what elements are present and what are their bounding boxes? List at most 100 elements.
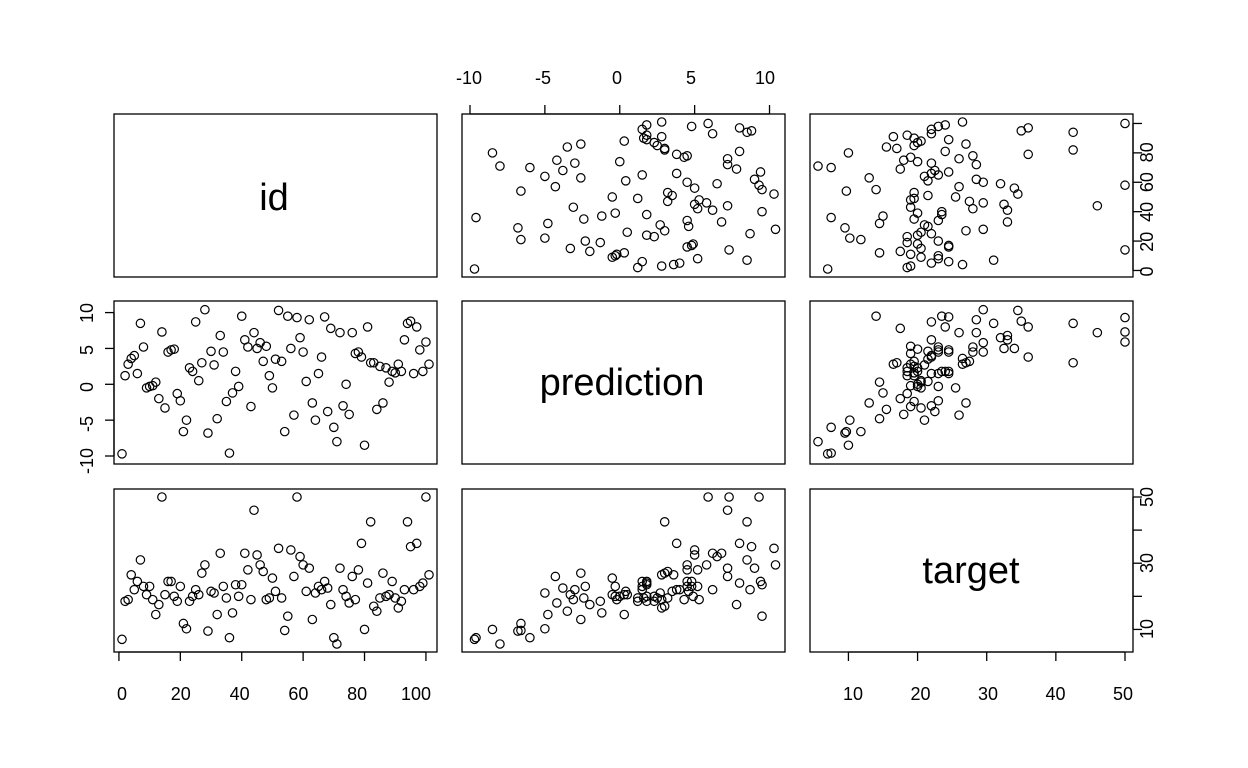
point-id-vs-prediction	[632, 262, 643, 273]
point-target-vs-prediction	[595, 596, 606, 607]
point-prediction-vs-id	[261, 341, 272, 352]
point-prediction-vs-id	[424, 359, 434, 370]
point-prediction-vs-id	[138, 342, 149, 352]
point-target-vs-id	[359, 624, 370, 635]
point-prediction-vs-id	[362, 322, 373, 332]
point-id-vs-prediction	[662, 196, 673, 207]
point-target-vs-id	[350, 594, 361, 605]
point-prediction-vs-target	[978, 304, 989, 315]
point-id-vs-prediction	[552, 155, 562, 166]
point-target-vs-id	[169, 591, 179, 602]
point-prediction-vs-id	[249, 327, 259, 338]
point-target-vs-prediction	[701, 560, 712, 570]
point-target-vs-prediction	[722, 505, 733, 516]
tick-label-prediction-left: 5	[77, 345, 97, 355]
tick-label-prediction-top: -5	[535, 68, 551, 88]
point-prediction-vs-id	[332, 436, 342, 447]
point-prediction-vs-id	[365, 357, 376, 368]
point-target-vs-id	[335, 563, 345, 573]
point-id-vs-target	[926, 258, 937, 268]
point-target-vs-id	[178, 618, 189, 629]
point-prediction-vs-target	[1068, 357, 1078, 368]
point-id-vs-prediction	[769, 189, 779, 199]
point-target-vs-prediction	[692, 581, 703, 592]
point-target-vs-prediction	[619, 589, 630, 600]
point-prediction-vs-target	[916, 403, 926, 413]
point-id-vs-target	[943, 256, 954, 267]
point-target-vs-prediction	[694, 594, 704, 605]
point-id-vs-target	[961, 225, 971, 236]
point-id-vs-target	[943, 240, 954, 251]
point-target-vs-id	[289, 571, 299, 582]
point-prediction-vs-target	[898, 409, 909, 420]
point-prediction-vs-target	[916, 377, 926, 387]
point-prediction-vs-id	[411, 322, 422, 332]
point-prediction-vs-target	[905, 401, 916, 412]
diagonal-label-id: id	[259, 177, 289, 219]
point-prediction-vs-id	[286, 343, 296, 354]
point-target-vs-id	[160, 589, 170, 600]
point-prediction-vs-id	[270, 354, 281, 364]
point-id-vs-target	[909, 193, 919, 204]
point-prediction-vs-id	[375, 361, 385, 372]
point-target-vs-prediction	[487, 624, 498, 635]
point-prediction-vs-id	[258, 356, 269, 367]
point-id-vs-prediction	[487, 148, 498, 158]
point-id-vs-target	[933, 236, 944, 246]
point-prediction-vs-id	[301, 376, 311, 387]
point-prediction-vs-id	[117, 449, 127, 459]
point-prediction-vs-id	[160, 403, 170, 413]
point-id-vs-prediction	[662, 187, 673, 198]
point-id-vs-prediction	[707, 128, 718, 139]
point-prediction-vs-target	[978, 347, 989, 357]
point-id-vs-prediction	[755, 167, 766, 177]
point-id-vs-prediction	[540, 171, 550, 182]
point-target-vs-prediction	[579, 593, 589, 603]
point-target-vs-id	[332, 639, 342, 649]
point-id-vs-prediction	[731, 164, 742, 174]
point-prediction-vs-id	[344, 409, 354, 420]
point-target-vs-prediction	[770, 560, 781, 570]
point-id-vs-target	[902, 231, 912, 242]
point-prediction-vs-id	[221, 396, 232, 407]
point-id-vs-prediction	[688, 239, 698, 249]
point-id-vs-prediction	[568, 202, 579, 213]
point-prediction-vs-id	[178, 426, 189, 437]
point-id-vs-prediction	[703, 118, 713, 129]
point-id-vs-target	[943, 167, 954, 177]
point-id-vs-target	[926, 158, 937, 168]
point-prediction-vs-id	[197, 357, 207, 368]
point-prediction-vs-id	[372, 404, 382, 415]
point-target-vs-id	[424, 569, 434, 580]
point-prediction-vs-target	[933, 381, 944, 392]
point-prediction-vs-target	[999, 343, 1009, 354]
point-id-vs-prediction	[516, 234, 526, 245]
point-id-vs-target	[943, 134, 954, 145]
point-prediction-vs-target	[1092, 327, 1103, 338]
point-target-vs-id	[286, 545, 296, 555]
point-id-vs-target	[964, 196, 975, 207]
point-target-vs-prediction	[667, 586, 677, 597]
point-id-vs-prediction	[543, 218, 553, 229]
point-prediction-vs-target	[826, 448, 836, 458]
point-prediction-vs-target	[1009, 343, 1020, 354]
point-target-vs-prediction	[543, 609, 553, 620]
point-prediction-vs-id	[206, 346, 216, 357]
point-prediction-vs-target	[954, 327, 964, 338]
point-id-vs-prediction	[570, 158, 580, 168]
point-target-vs-id	[353, 565, 364, 575]
point-prediction-vs-target	[950, 383, 961, 393]
point-target-vs-prediction	[469, 634, 480, 645]
point-prediction-vs-target	[919, 415, 930, 425]
panel-target-vs-prediction	[461, 488, 786, 653]
point-id-vs-prediction	[757, 206, 767, 217]
point-id-vs-prediction	[607, 192, 618, 202]
point-target-vs-prediction	[671, 538, 682, 549]
point-prediction-vs-target	[926, 368, 937, 379]
tick-label-prediction-top: -10	[456, 68, 482, 88]
tick-label-id-bottom: 0	[117, 684, 127, 704]
point-id-vs-prediction	[712, 178, 722, 189]
point-id-vs-prediction	[692, 253, 703, 264]
point-prediction-vs-id	[163, 347, 173, 357]
